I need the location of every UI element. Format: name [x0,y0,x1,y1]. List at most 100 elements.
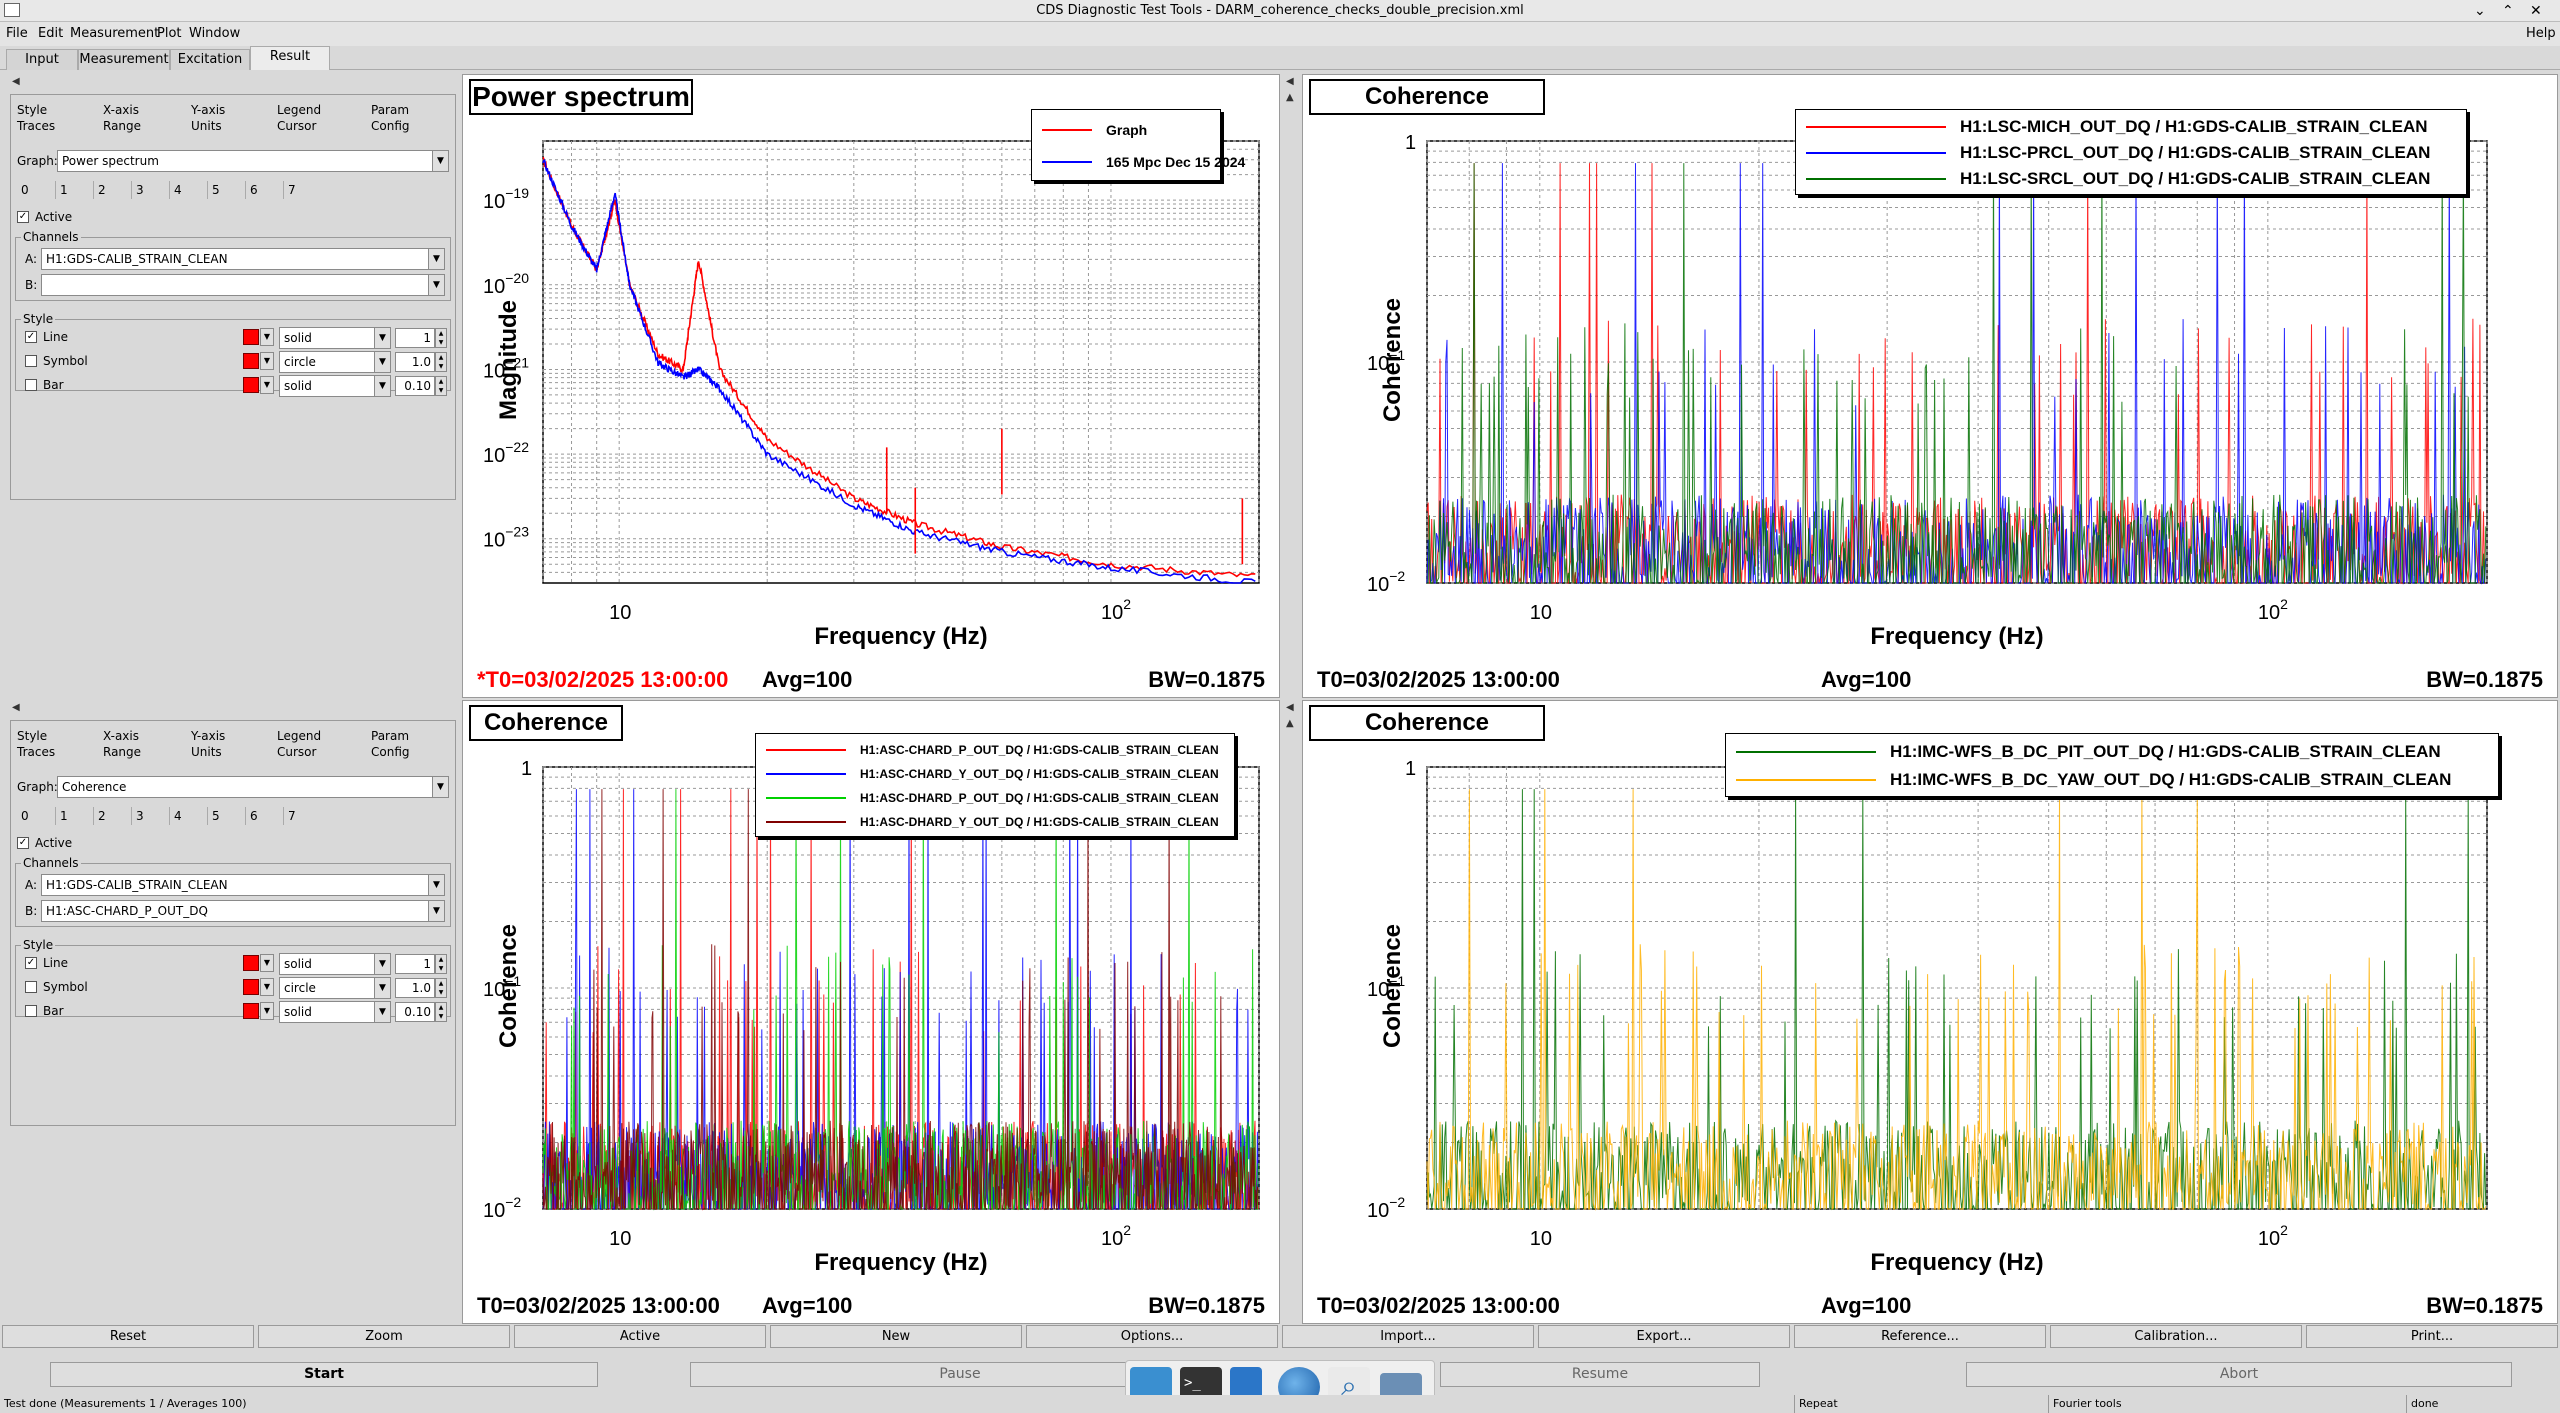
style-line-checkbox[interactable]: ✓ [25,331,37,343]
channel-a-select[interactable]: H1:GDS-CALIB_STRAIN_CLEAN ▼ [41,874,445,896]
color-swatch[interactable] [243,1003,259,1019]
spinner-icon[interactable]: ▲ ▼ [435,328,447,348]
plot-coherence-lsc[interactable]: 10 102 1 10−1 10−2 Frequency (Hz) Coherence Coh… [1302,74,2558,698]
start-button[interactable]: Start [50,1362,598,1387]
calibration-button[interactable]: Calibration... [2050,1325,2302,1348]
expand-arrow-icon[interactable]: ▲ [1286,718,1294,729]
menu-window[interactable]: Window [189,26,241,41]
active-checkbox[interactable]: ✓ [17,211,29,223]
subtab-units[interactable]: Units [191,119,222,133]
menu-measurement[interactable]: Measurement [70,26,160,41]
channel-b-select[interactable]: H1:ASC-CHARD_P_OUT_DQ ▼ [41,900,445,922]
menu-edit[interactable]: Edit [38,26,64,41]
color-swatch[interactable] [243,955,259,971]
spinner-icon[interactable]: ▲ ▼ [435,978,447,998]
channel-b-select[interactable]: ▼ [41,274,445,296]
style-bar-size-input[interactable]: 0.10 [395,1002,435,1022]
trace-tab-3[interactable]: 3 [131,807,167,825]
spinner-icon[interactable]: ▲ ▼ [435,352,447,372]
chevron-down-icon[interactable]: ▼ [260,328,274,346]
chevron-down-icon[interactable]: ▼ [260,1002,274,1020]
trace-tab-6[interactable]: 6 [245,807,281,825]
trace-tab-2[interactable]: 2 [93,181,129,199]
subtab-y-axis[interactable]: Y-axis [191,103,226,117]
maximize-icon[interactable]: ⌃ [2502,3,2514,19]
trace-tab-1[interactable]: 1 [55,181,91,199]
reset-button[interactable]: Reset [2,1325,254,1348]
import-button[interactable]: Import... [1282,1325,1534,1348]
active-checkbox[interactable]: ✓ [17,837,29,849]
style-symbol-size-input[interactable]: 1.0 [395,978,435,998]
spinner-icon[interactable]: ▲ ▼ [435,1002,447,1022]
options-button[interactable]: Options... [1026,1325,1278,1348]
style-line-type-select[interactable]: solid ▼ [279,327,391,349]
trace-tab-6[interactable]: 6 [245,181,281,199]
trace-tab-0[interactable]: 0 [21,183,29,197]
subtab-units[interactable]: Units [191,745,222,759]
style-symbol-size-input[interactable]: 1.0 [395,352,435,372]
subtab-traces[interactable]: Traces [17,119,56,133]
trace-tab-0[interactable]: 0 [21,809,29,823]
collapse-arrow-icon[interactable]: ◀ [12,76,20,87]
subtab-traces[interactable]: Traces [17,745,56,759]
style-symbol-type-select[interactable]: circle ▼ [279,351,391,373]
resume-button[interactable]: Resume [1440,1362,1760,1387]
subtab-style[interactable]: Style [17,103,48,117]
collapse-arrow-icon[interactable]: ◀ [12,702,20,713]
minimize-icon[interactable]: ⌄ [2474,3,2486,19]
menu-file[interactable]: File [6,26,28,41]
chevron-down-icon[interactable]: ▼ [260,978,274,996]
subtab-config[interactable]: Config [371,119,410,133]
print-button[interactable]: Print... [2306,1325,2558,1348]
tab-result[interactable]: Result [250,46,330,70]
subtab-config[interactable]: Config [371,745,410,759]
abort-button[interactable]: Abort [1966,1362,2512,1387]
chevron-down-icon[interactable]: ▼ [260,376,274,394]
channel-a-select[interactable]: H1:GDS-CALIB_STRAIN_CLEAN ▼ [41,248,445,270]
trace-tab-2[interactable]: 2 [93,807,129,825]
color-swatch[interactable] [243,377,259,393]
spinner-icon[interactable]: ▲ ▼ [435,954,447,974]
new-button[interactable]: New [770,1325,1022,1348]
close-icon[interactable]: ✕ [2530,3,2542,19]
style-symbol-checkbox[interactable] [25,981,37,993]
subtab-cursor[interactable]: Cursor [277,745,317,759]
trace-tab-4[interactable]: 4 [169,181,205,199]
subtab-param[interactable]: Param [371,103,410,117]
plot-power-spectrum[interactable]: 10 102 10−19 10−20 10−21 10−22 10−23 Frequency … [462,74,1280,698]
style-line-size-input[interactable]: 1 [395,954,435,974]
plot-coherence-asc[interactable]: 10 102 1 10−1 10−2 Frequency (Hz) Coherence Coh… [462,700,1280,1324]
tab-input[interactable]: Input [6,49,78,70]
style-line-type-select[interactable]: solid ▼ [279,953,391,975]
subtab-y-axis[interactable]: Y-axis [191,729,226,743]
collapse-arrow-icon[interactable]: ◀ [1286,76,1294,87]
trace-tab-7[interactable]: 7 [283,807,319,825]
zoom-button[interactable]: Zoom [258,1325,510,1348]
subtab-cursor[interactable]: Cursor [277,119,317,133]
active-button[interactable]: Active [514,1325,766,1348]
trace-tab-5[interactable]: 5 [207,181,243,199]
subtab-range[interactable]: Range [103,119,142,133]
plot-coherence-imc[interactable]: 10 102 1 10−1 10−2 Frequency (Hz) Coherence Coh… [1302,700,2558,1324]
subtab-x-axis[interactable]: X-axis [103,103,139,117]
trace-tab-4[interactable]: 4 [169,807,205,825]
chevron-down-icon[interactable]: ▼ [260,954,274,972]
subtab-legend[interactable]: Legend [277,729,322,743]
trace-tab-1[interactable]: 1 [55,807,91,825]
graph-select[interactable]: Coherence ▼ [57,776,449,798]
style-symbol-type-select[interactable]: circle ▼ [279,977,391,999]
subtab-param[interactable]: Param [371,729,410,743]
color-swatch[interactable] [243,979,259,995]
style-bar-size-input[interactable]: 0.10 [395,376,435,396]
menu-help[interactable]: Help [2526,26,2556,41]
chevron-down-icon[interactable]: ▼ [260,352,274,370]
subtab-style[interactable]: Style [17,729,48,743]
subtab-range[interactable]: Range [103,745,142,759]
spinner-icon[interactable]: ▲ ▼ [435,376,447,396]
style-line-size-input[interactable]: 1 [395,328,435,348]
subtab-x-axis[interactable]: X-axis [103,729,139,743]
tab-excitation[interactable]: Excitation [170,49,250,70]
style-bar-checkbox[interactable] [25,1005,37,1017]
style-bar-type-select[interactable]: solid ▼ [279,1001,391,1023]
style-line-checkbox[interactable]: ✓ [25,957,37,969]
